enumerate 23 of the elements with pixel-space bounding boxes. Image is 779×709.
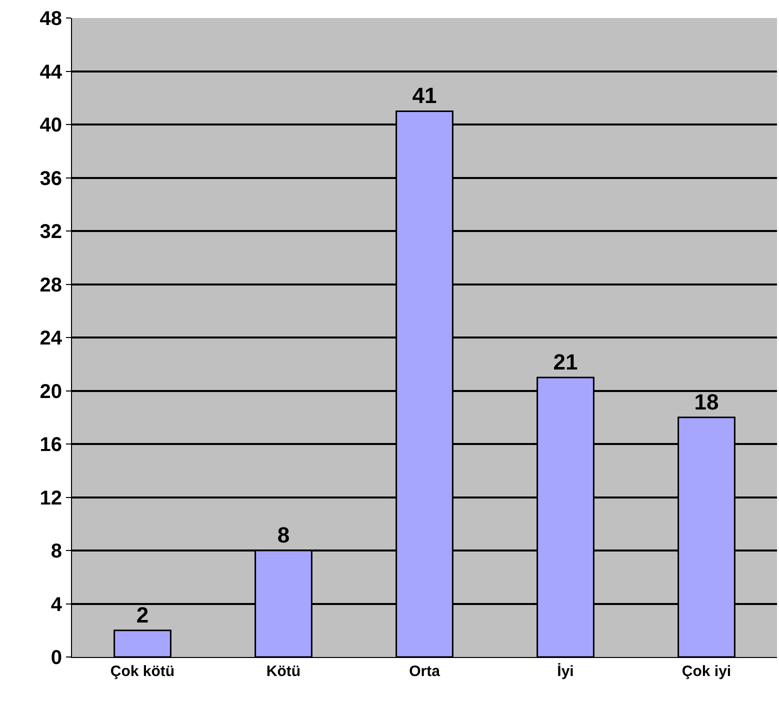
y-tick-label: 24 <box>40 328 63 350</box>
y-tick-label: 40 <box>40 114 62 136</box>
y-tick-label: 4 <box>50 594 63 616</box>
y-tick-label: 44 <box>40 61 63 84</box>
data-label: 2 <box>136 602 149 628</box>
y-tick-label: 20 <box>40 380 62 403</box>
x-tick-label: Kötü <box>266 663 301 680</box>
y-tick-label: 32 <box>40 221 62 243</box>
y-tick-label: 36 <box>40 168 62 190</box>
y-tick-label: 16 <box>40 434 62 456</box>
data-label: 41 <box>412 83 437 108</box>
y-tick-label: 48 <box>40 8 62 30</box>
y-tick-label: 12 <box>40 487 62 510</box>
y-tick-label: 8 <box>50 540 62 562</box>
data-label: 21 <box>553 349 578 374</box>
y-tick-label: 0 <box>50 647 62 669</box>
x-tick-label: İyi <box>557 663 574 680</box>
x-tick-label: Çok iyi <box>682 663 732 680</box>
x-tick-label: Çok kötü <box>110 663 175 680</box>
data-label: 18 <box>694 389 719 414</box>
y-tick-label: 28 <box>40 274 62 296</box>
x-tick-label: Orta <box>409 663 441 680</box>
data-label: 8 <box>277 522 290 548</box>
